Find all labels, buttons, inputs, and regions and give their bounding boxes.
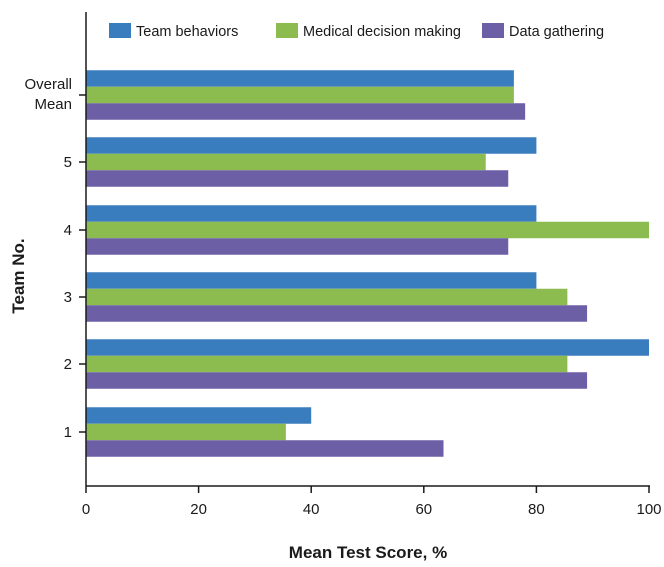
y-tick-label: Overall Mean: [24, 76, 72, 113]
y-ticks: 1 2 3 4 5 Overall Mean: [24, 76, 86, 441]
bar-medical-decision-making-team-3: [86, 288, 568, 306]
bar-medical-decision-making-team-4: [86, 221, 649, 239]
bar-team-behaviors-team-overall-mean: [86, 70, 514, 87]
bar-medical-decision-making-team-1: [86, 423, 286, 441]
bar-medical-decision-making-team-overall-mean: [86, 86, 514, 104]
bars: [86, 70, 649, 457]
legend-label-team-behaviors: Team behaviors: [136, 24, 238, 40]
bar-data-gathering-team-3: [86, 305, 588, 322]
legend-label-medical-decision-making: Medical decision making: [303, 24, 461, 40]
x-tick-label: 100: [636, 501, 661, 518]
bar-medical-decision-making-team-2: [86, 355, 568, 373]
y-tick-label: 1: [64, 424, 72, 441]
bar-team-behaviors-team-5: [86, 137, 537, 154]
legend-label-data-gathering: Data gathering: [509, 24, 604, 40]
y-tick-label: 3: [64, 289, 72, 306]
bar-team-behaviors-team-2: [86, 339, 649, 356]
x-tick-label: 20: [190, 501, 207, 518]
x-axis-title: Mean Test Score, %: [289, 543, 447, 562]
bar-team-behaviors-team-4: [86, 205, 537, 222]
x-tick-label: 60: [415, 501, 432, 518]
bar-data-gathering-team-1: [86, 440, 444, 457]
y-tick-label: 4: [64, 222, 72, 239]
x-tick-label: 80: [528, 501, 545, 518]
axes: [85, 12, 650, 487]
bar-data-gathering-team-overall-mean: [86, 103, 526, 120]
legend: Team behaviors Medical decision making Dat…: [109, 23, 604, 40]
bar-data-gathering-team-2: [86, 372, 588, 389]
bar-team-behaviors-team-3: [86, 272, 537, 289]
bar-data-gathering-team-5: [86, 170, 509, 187]
y-tick-label: 2: [64, 356, 72, 373]
legend-swatch-data-gathering: [482, 23, 504, 38]
legend-swatch-medical-decision-making: [276, 23, 298, 38]
x-tick-label: 40: [303, 501, 320, 518]
bar-data-gathering-team-4: [86, 238, 509, 255]
legend-swatch-team-behaviors: [109, 23, 131, 38]
x-tick-label: 0: [82, 501, 90, 518]
y-axis-title: Team No.: [9, 238, 28, 313]
x-ticks: 0 20 40 60 80 100: [82, 486, 662, 518]
bar-medical-decision-making-team-5: [86, 153, 486, 171]
y-tick-label: 5: [64, 154, 72, 171]
bar-team-behaviors-team-1: [86, 407, 312, 424]
